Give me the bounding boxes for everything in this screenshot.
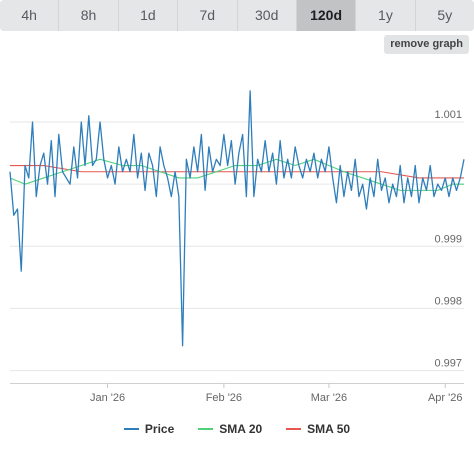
legend-label-price: Price [144,422,175,436]
y-tick-label: 0.998 [434,295,462,307]
grid-layer [10,121,464,388]
tab-7d[interactable]: 7d [178,0,238,31]
x-tick-label: Jan '26 [90,392,125,404]
x-tick-label: Apr '26 [428,392,463,404]
tab-30d[interactable]: 30d [237,0,297,31]
legend-item-price[interactable]: Price [123,422,175,436]
legend-item-sma20[interactable]: SMA 20 [198,422,262,436]
series-line-price [9,90,465,347]
y-tick-label: 0.997 [434,358,462,370]
legend-label-sma50: SMA 50 [307,422,351,436]
legend-swatch-sma20 [198,428,214,430]
tab-120d[interactable]: 120d [296,0,357,31]
y-tick-label: 1.001 [434,109,462,121]
legend-item-sma50[interactable]: SMA 50 [286,422,350,436]
label-layer: 0.997 0.998 0.999 1.001 Jan '26 Feb '26 Mar '2… [90,109,463,404]
tab-5y[interactable]: 5y [415,0,474,31]
legend-label-sma20: SMA 20 [219,422,263,436]
x-tick-label: Feb '26 [206,392,242,404]
series-line-sma-50 [10,164,464,179]
tab-8h[interactable]: 8h [59,0,119,31]
tab-4h[interactable]: 4h [0,0,60,31]
remove-graph-button[interactable]: remove graph [384,35,469,54]
y-tick-label: 0.999 [434,233,462,245]
tab-1d[interactable]: 1d [118,0,179,31]
legend-swatch-price [123,428,139,430]
tab-1y[interactable]: 1y [356,0,416,31]
timeframe-tabs: 4h 8h 1d 7d 30d 120d 1y 5y [0,0,474,31]
legend-swatch-sma50 [286,428,302,430]
x-tick-label: Mar '26 [311,392,347,404]
series-layer [9,90,465,347]
chart-legend: Price SMA 20 SMA 50 [0,418,474,440]
